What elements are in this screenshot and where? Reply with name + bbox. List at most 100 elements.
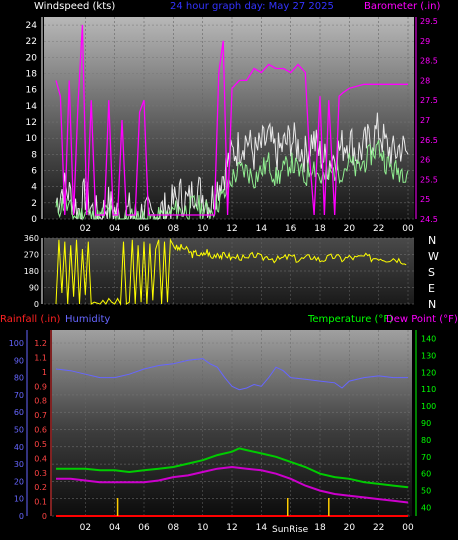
humidity-y-tick-label: 80 <box>14 374 24 383</box>
windspeed-axis-label: Windspeed (kts) <box>34 1 115 12</box>
wind-series <box>55 24 409 221</box>
humidity-y-tick-label: 90 <box>14 356 24 365</box>
baro-y-tick-label: 25.5 <box>420 175 438 184</box>
wind-x-tick-label: 20 <box>344 224 356 234</box>
dewpoint-series-line <box>56 465 409 504</box>
climate-x-tick-label: 00 <box>402 523 414 533</box>
climate-x-tick-label: 22 <box>373 523 384 533</box>
wind-y-tick-label: 2 <box>31 199 37 209</box>
climate-x-tick-label: 14 <box>256 523 268 533</box>
wind-x-tick-label: 10 <box>197 224 209 234</box>
direction-y-tick-label: 0 <box>34 300 39 309</box>
humidity-series-line <box>55 358 408 391</box>
rain-y-tick-label: 0.1 <box>34 498 47 507</box>
wind-x-tick-label: 04 <box>109 224 121 234</box>
wind-y-tick-label: 20 <box>26 53 38 63</box>
compass-w: W <box>428 250 439 263</box>
humidity-y-tick-label: 30 <box>14 460 24 469</box>
temp-y-tick-label: 140 <box>421 334 436 343</box>
baro-y-tick-label: 27 <box>420 116 430 125</box>
rain-y-tick-label: 0.4 <box>34 454 47 463</box>
wind-y-tick-label: 16 <box>26 86 38 96</box>
temp-y-tick-label: 50 <box>421 487 431 496</box>
temp-y-tick-label: 80 <box>421 436 431 445</box>
wind-x-tick-label: 22 <box>373 224 384 234</box>
rain-y-tick-label: 1 <box>42 368 47 377</box>
baro-y-tick-label: 26.5 <box>420 136 438 145</box>
temperature-axis-label: Temperature (°F) <box>307 314 393 325</box>
baro-y-tick-label: 28 <box>420 76 430 85</box>
baro-y-tick-label: 25 <box>420 195 430 204</box>
humidity-y-tick-label: 20 <box>14 477 24 486</box>
compass-n-bottom: N <box>428 298 436 311</box>
rain-y-tick-label: 0.9 <box>34 382 47 391</box>
compass-e: E <box>428 282 435 295</box>
climate-x-tick-label: 18 <box>314 523 326 533</box>
wind-y-tick-label: 14 <box>26 102 38 112</box>
rain-y-tick-label: 1.1 <box>34 353 47 362</box>
humidity-y-tick-label: 0 <box>19 512 24 521</box>
direction-y-tick-label: 360 <box>24 234 39 243</box>
direction-y-tick-label: 180 <box>24 267 39 276</box>
baro-y-tick-label: 29.5 <box>420 17 438 26</box>
temp-y-tick-label: 110 <box>421 385 436 394</box>
chart-title: 24 hour graph day: May 27 2025 <box>170 1 334 12</box>
humidity-y-tick-label: 40 <box>14 443 24 452</box>
climate-series <box>55 358 409 517</box>
wind-x-tick-label: 06 <box>138 224 150 234</box>
baro-y-tick-label: 29 <box>420 37 430 46</box>
wind-x-tick-label: 02 <box>80 224 91 234</box>
temp-y-tick-label: 60 <box>421 470 431 479</box>
temperature-series-line <box>56 447 409 489</box>
baro-y-tick-label: 27.5 <box>420 96 438 105</box>
wind-x-tick-label: 16 <box>285 224 297 234</box>
temp-y-tick-label: 130 <box>421 351 436 360</box>
climate-axes: 02 04 06 08 10 12 14 18 20 22 00010203040506070809… <box>9 330 436 533</box>
sunrise-label: SunRise <box>272 525 309 535</box>
wind-x-tick-label: 18 <box>314 224 326 234</box>
humidity-y-tick-label: 60 <box>14 408 24 417</box>
humidity-y-tick-label: 50 <box>14 426 24 435</box>
humidity-y-tick-label: 100 <box>9 339 24 348</box>
rain-y-tick-label: 0.3 <box>34 469 47 478</box>
barometer-axis-label: Barometer (.in) <box>364 1 440 12</box>
climate-x-tick-label: 20 <box>344 523 356 533</box>
wind-y-tick-label: 10 <box>26 134 38 144</box>
temp-y-tick-label: 70 <box>421 453 431 462</box>
temp-y-tick-label: 100 <box>421 402 436 411</box>
direction-series <box>55 237 407 306</box>
climate-x-tick-label: 10 <box>197 523 209 533</box>
rain-y-tick-label: 1.2 <box>34 339 47 348</box>
wind-y-tick-label: 22 <box>26 37 37 47</box>
baro-y-tick-label: 28.5 <box>420 57 438 66</box>
rain-y-tick-label: 0.5 <box>34 440 47 449</box>
rain-y-tick-label: 0.8 <box>34 397 47 406</box>
wind-x-tick-label: 12 <box>226 224 237 234</box>
direction-series-line <box>55 237 407 306</box>
wind-x-tick-label: 14 <box>256 224 268 234</box>
climate-x-tick-label: 02 <box>80 523 91 533</box>
climate-x-tick-label: 12 <box>226 523 237 533</box>
baro-y-tick-label: 26 <box>420 156 430 165</box>
wind-y-tick-label: 6 <box>31 167 37 177</box>
rain-y-tick-label: 0.7 <box>34 411 47 420</box>
barometer-series-line <box>55 24 408 216</box>
wind-axes: 02 04 06 08 10 12 14 16 18 20 22 000246810121416182… <box>26 17 438 234</box>
wind-x-tick-label: 08 <box>168 224 180 234</box>
temp-y-tick-label: 40 <box>421 504 431 513</box>
wind-y-tick-label: 8 <box>31 150 37 160</box>
rain-y-tick-label: 0 <box>42 512 47 521</box>
baro-y-tick-label: 24.5 <box>420 215 438 224</box>
wind-y-tick-label: 12 <box>26 118 37 128</box>
rain-y-tick-label: 0.6 <box>34 426 47 435</box>
wind-y-tick-label: 4 <box>31 183 37 193</box>
humidity-y-tick-label: 10 <box>14 495 24 504</box>
climate-x-tick-label: 04 <box>109 523 121 533</box>
compass-labels: N W S E N <box>428 234 439 311</box>
temp-y-tick-label: 120 <box>421 368 436 377</box>
wind-y-tick-label: 18 <box>26 70 38 80</box>
wind-x-tick-label: 00 <box>402 224 414 234</box>
direction-y-tick-label: 90 <box>29 284 39 293</box>
humidity-y-tick-label: 70 <box>14 391 24 400</box>
